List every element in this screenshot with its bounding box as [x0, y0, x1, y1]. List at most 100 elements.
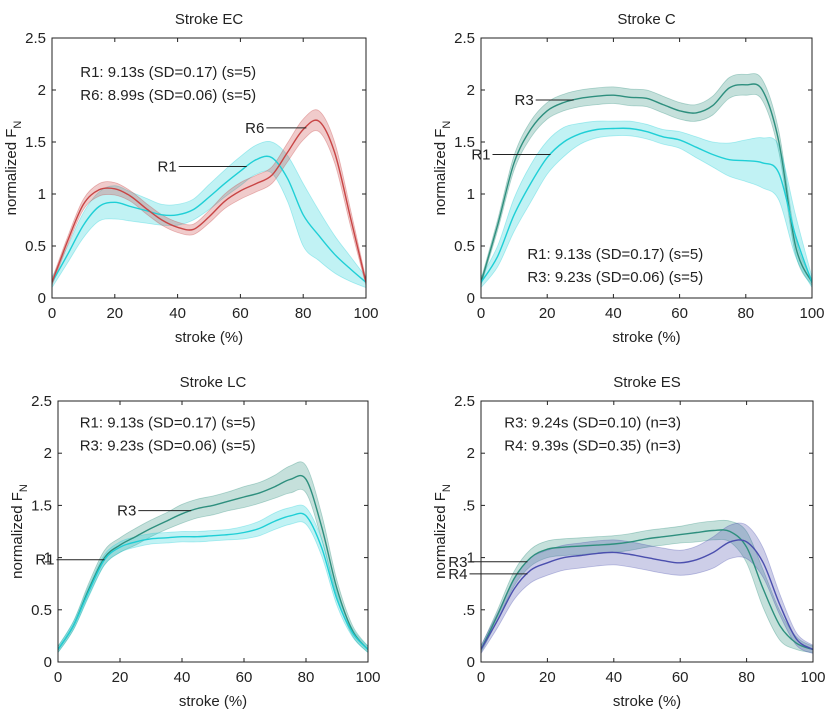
y-tick-label: 2.5 [25, 30, 46, 47]
sd-band-r6 [52, 109, 366, 286]
sd-band-r1 [481, 120, 812, 289]
curve-label-r1: R1 [471, 146, 490, 163]
x-tick-label: 40 [174, 669, 191, 686]
series-line-r4 [481, 539, 813, 651]
curve-label-r6: R6 [245, 120, 264, 137]
curve-label-r1: R1 [157, 159, 176, 176]
y-tick-label: 0.5 [31, 602, 52, 619]
y-tick-label: 1 [38, 186, 46, 203]
y-tick-label: 0 [467, 290, 475, 307]
chart-title: Stroke C [617, 11, 676, 28]
x-tick-label: 60 [671, 305, 688, 322]
series-line-r3 [481, 83, 812, 283]
y-axis-label: normalized FN [9, 484, 30, 579]
annotation-line: R3: 9.24s (SD=0.10) (n=3) [504, 414, 681, 431]
y-tick-label: 2.5 [454, 30, 475, 47]
chart-title: Stroke ES [613, 374, 681, 391]
curve-label-r3: R3 [448, 554, 467, 571]
x-tick-label: 0 [54, 669, 62, 686]
y-axis-label: normalized FN [432, 121, 453, 216]
y-tick-label: 1.5 [25, 134, 46, 151]
y-tick-label: 2 [44, 445, 52, 462]
series-line-r3 [481, 529, 813, 651]
x-tick-label: 60 [232, 305, 249, 322]
x-axis-label: stroke (%) [612, 329, 680, 346]
annotation-line: R4: 9.39s (SD=0.35) (n=3) [504, 437, 681, 454]
annotation-line: R1: 9.13s (SD=0.17) (s=5) [80, 64, 256, 81]
x-tick-label: 20 [539, 305, 556, 322]
x-tick-label: 20 [112, 669, 129, 686]
annotation-line: R1: 9.13s (SD=0.17) (s=5) [527, 246, 703, 263]
y-tick-label: 2 [467, 82, 475, 99]
y-tick-label: 0.5 [454, 238, 475, 255]
x-tick-label: 60 [236, 669, 253, 686]
sd-band-r4 [481, 522, 813, 655]
x-tick-label: 0 [48, 305, 56, 322]
chart-title: Stroke EC [175, 11, 244, 28]
curve-label-r3: R3 [117, 503, 136, 520]
series-line-r1 [52, 155, 366, 283]
x-tick-label: 40 [605, 669, 622, 686]
y-tick-label: 0 [44, 654, 52, 671]
chart-panel-3: Stroke LC 0 20 40 60 80 100 0 0.5 1 1.5 2 2.5 stroke … [9, 374, 381, 710]
y-tick-label: 2.5 [454, 393, 475, 410]
curve-label-r1: R1 [35, 552, 54, 569]
x-tick-label: 40 [605, 305, 622, 322]
y-tick-label: 1 [467, 550, 475, 567]
y-tick-label: 2 [467, 445, 475, 462]
annotation-line: R3: 9.23s (SD=0.06) (s=5) [527, 269, 703, 286]
sd-band-r3 [481, 73, 812, 286]
sd-band-r3 [58, 461, 368, 654]
annotation-line: R1: 9.13s (SD=0.17) (s=5) [80, 414, 256, 431]
x-tick-label: 40 [169, 305, 186, 322]
x-tick-label: 20 [539, 669, 556, 686]
series-line-r3 [58, 474, 368, 650]
x-tick-label: 80 [295, 305, 312, 322]
y-tick-label: 1.5 [454, 134, 475, 151]
y-tick-label: 1.5 [31, 497, 52, 514]
y-tick-label: 2.5 [31, 393, 52, 410]
x-tick-label: 100 [355, 669, 380, 686]
x-tick-label: 80 [738, 669, 755, 686]
axes-frame [480, 400, 814, 663]
x-tick-label: 80 [298, 669, 315, 686]
y-tick-label: 0 [38, 290, 46, 307]
x-axis-label: stroke (%) [175, 329, 243, 346]
y-tick-label: 0 [467, 654, 475, 671]
curve-label-r4: R4 [448, 566, 467, 583]
x-tick-label: 60 [672, 669, 689, 686]
plot-area [481, 73, 812, 289]
plot-area [52, 109, 366, 289]
y-tick-label: 1 [467, 186, 475, 203]
y-axis-label: normalized FN [3, 121, 24, 216]
series-line-r1 [58, 512, 368, 650]
x-tick-label: 80 [737, 305, 754, 322]
y-tick-label: .5 [462, 602, 475, 619]
annotation-line: R3: 9.23s (SD=0.06) (s=5) [80, 437, 256, 454]
series-line-r6 [52, 119, 366, 283]
x-axis-label: stroke (%) [613, 693, 681, 710]
axes-frame [51, 37, 367, 299]
chart-panel-2: Stroke C 0 20 40 60 80 100 0 0.5 1 1.5 2 2.5 stroke (… [432, 11, 825, 346]
x-tick-label: 100 [799, 305, 824, 322]
curve-label-r3: R3 [514, 92, 533, 109]
chart-panel-4: Stroke ES 0 20 40 60 80 100 0 .5 1 .5 2 2.5 stroke (%… [432, 374, 826, 710]
chart-panel-1: Stroke EC 0 20 40 60 80 100 0 0.5 1 1.5 2 2.5 stroke … [3, 11, 379, 346]
x-tick-label: 0 [477, 669, 485, 686]
axes-frame [57, 400, 369, 663]
y-tick-label: 1 [44, 550, 52, 567]
x-tick-label: 100 [800, 669, 825, 686]
axes-frame [480, 37, 813, 299]
x-tick-label: 20 [106, 305, 123, 322]
y-tick-label: 0.5 [25, 238, 46, 255]
annotation-line: R6: 8.99s (SD=0.06) (s=5) [80, 87, 256, 104]
y-axis-label: normalized FN [432, 484, 453, 579]
series-line-r1 [481, 127, 812, 283]
plot-area [481, 519, 813, 655]
plot-area [58, 461, 368, 654]
x-axis-label: stroke (%) [179, 693, 247, 710]
y-tick-label: .5 [462, 497, 475, 514]
y-tick-label: 2 [38, 82, 46, 99]
sd-band-r3 [481, 519, 813, 654]
